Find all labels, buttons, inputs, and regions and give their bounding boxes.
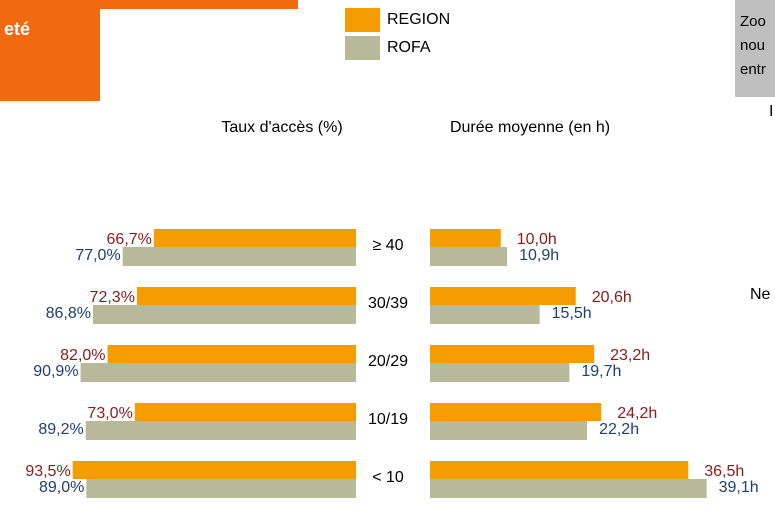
bar — [430, 247, 508, 266]
category-label: < 10 — [372, 469, 404, 486]
bar — [153, 229, 356, 247]
bar — [430, 345, 595, 363]
category-label: ≥ 40 — [372, 237, 403, 254]
bar — [430, 305, 540, 324]
note-line: entr — [740, 61, 766, 78]
bar — [107, 345, 356, 363]
value-label: 39,1h — [719, 479, 759, 496]
value-label: 66,7% — [107, 231, 152, 248]
value-label: 24,2h — [617, 405, 657, 422]
bar — [85, 421, 356, 440]
chart-title: Taux d'accès (%) — [221, 119, 342, 136]
category-label: 30/39 — [368, 295, 408, 312]
bar — [430, 479, 707, 498]
legend-swatch — [345, 8, 380, 32]
value-label: 89,2% — [38, 421, 83, 438]
bar — [80, 363, 356, 382]
value-label: 77,0% — [75, 247, 120, 264]
chart-title: Durée moyenne (en h) — [450, 119, 610, 136]
fragment: Ne — [750, 286, 771, 303]
value-label: 20,6h — [592, 289, 632, 306]
value-label: 36,5h — [704, 463, 744, 480]
note-line: nou — [740, 37, 765, 54]
value-label: 72,3% — [90, 289, 135, 306]
bar — [92, 305, 356, 324]
legend-label: ROFA — [387, 39, 431, 56]
bar — [134, 403, 356, 421]
value-label: 90,9% — [33, 363, 78, 380]
category-label: 20/29 — [368, 353, 408, 370]
category-label: 10/19 — [368, 411, 408, 428]
bar — [430, 421, 588, 440]
header-text: eté — [4, 19, 30, 39]
value-label: 89,0% — [39, 479, 84, 496]
value-label: 22,2h — [599, 421, 639, 438]
value-label: 15,5h — [552, 305, 592, 322]
note-box — [735, 0, 775, 97]
bar — [430, 363, 570, 382]
value-label: 93,5% — [25, 463, 70, 480]
note-line: Zoo — [740, 13, 766, 30]
legend-label: REGION — [387, 11, 450, 28]
fragment: I — [769, 103, 773, 120]
bar — [122, 247, 356, 266]
value-label: 19,7h — [581, 363, 621, 380]
value-label: 23,2h — [610, 347, 650, 364]
bar — [86, 479, 356, 498]
header-line — [100, 0, 298, 9]
bar — [430, 461, 689, 479]
bar — [136, 287, 356, 305]
bar — [430, 287, 576, 305]
bar — [72, 461, 356, 479]
bar — [430, 403, 602, 421]
value-label: 86,8% — [46, 305, 91, 322]
value-label: 82,0% — [60, 347, 105, 364]
value-label: 10,9h — [519, 247, 559, 264]
legend-swatch — [345, 36, 380, 60]
bar — [430, 229, 501, 247]
value-label: 73,0% — [87, 405, 132, 422]
header-box — [0, 0, 100, 101]
value-label: 10,0h — [517, 231, 557, 248]
